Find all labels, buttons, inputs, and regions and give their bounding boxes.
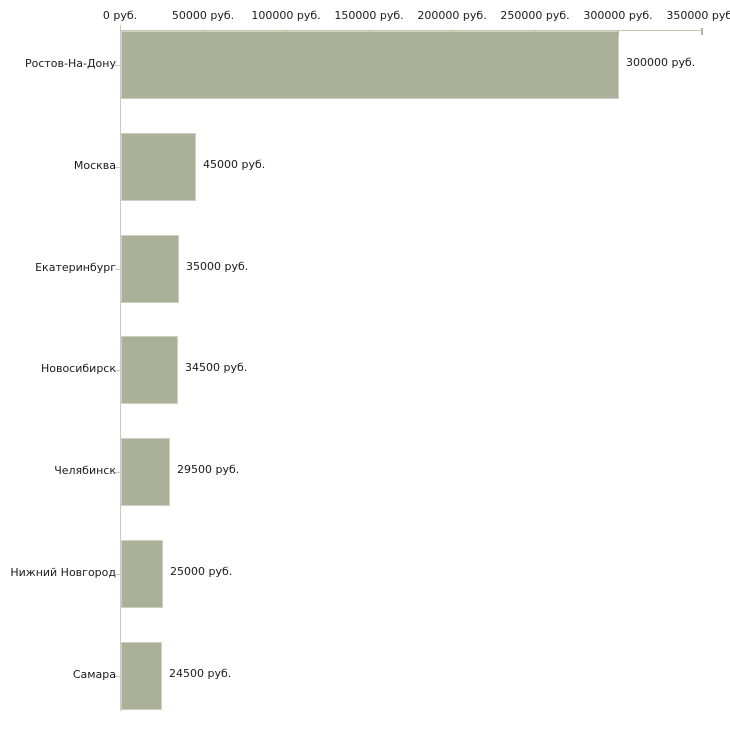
category-label: Москва	[73, 159, 116, 172]
category-tick	[115, 65, 120, 66]
category-tick	[115, 269, 120, 270]
category-tick	[115, 370, 120, 371]
bar-Новосибирск	[121, 336, 178, 404]
category-label: Новосибирск	[40, 362, 116, 375]
x-axis-tick	[203, 31, 204, 35]
category-tick	[115, 574, 120, 575]
x-axis-tick-label: 0 руб.	[102, 9, 138, 22]
value-label: 34500 руб.	[185, 361, 248, 374]
category-tick	[115, 167, 120, 168]
x-axis-tick	[369, 31, 370, 35]
x-axis-line	[120, 30, 703, 31]
x-axis-tick	[618, 31, 619, 35]
category-tick	[115, 676, 120, 677]
x-axis-tick-label: 150000 руб.	[334, 9, 404, 22]
value-label: 25000 руб.	[170, 565, 233, 578]
x-axis-tick-label: 50000 руб.	[171, 9, 235, 22]
bar-Москва	[121, 133, 196, 201]
x-axis-tick-label: 250000 руб.	[500, 9, 570, 22]
value-label: 24500 руб.	[169, 667, 232, 680]
y-axis-line	[120, 25, 121, 711]
bar-Ростов-На-Дону	[121, 31, 619, 99]
bar-Нижний Новгород	[121, 540, 163, 608]
x-axis-tick-label: 100000 руб.	[251, 9, 321, 22]
value-label: 45000 руб.	[203, 158, 266, 171]
category-label: Нижний Новгород	[10, 566, 116, 579]
bar-Самара	[121, 642, 162, 710]
value-label: 29500 руб.	[177, 463, 240, 476]
x-axis-tick	[535, 31, 536, 35]
x-axis-tick	[701, 28, 703, 35]
x-axis-tick-label: 350000 руб.	[666, 9, 730, 22]
x-axis-tick	[452, 31, 453, 35]
value-label: 35000 руб.	[186, 260, 249, 273]
bar-Екатеринбург	[121, 235, 179, 303]
category-label: Ростов-На-Дону	[24, 57, 116, 70]
category-label: Челябинск	[54, 464, 116, 477]
x-axis-tick	[286, 31, 287, 35]
category-tick	[115, 472, 120, 473]
x-axis-tick-label: 200000 руб.	[417, 9, 487, 22]
category-label: Екатеринбург	[35, 261, 116, 274]
category-label: Самара	[72, 668, 116, 681]
value-label: 300000 руб.	[626, 56, 696, 69]
bar-Челябинск	[121, 438, 170, 506]
x-axis-tick-label: 300000 руб.	[583, 9, 653, 22]
